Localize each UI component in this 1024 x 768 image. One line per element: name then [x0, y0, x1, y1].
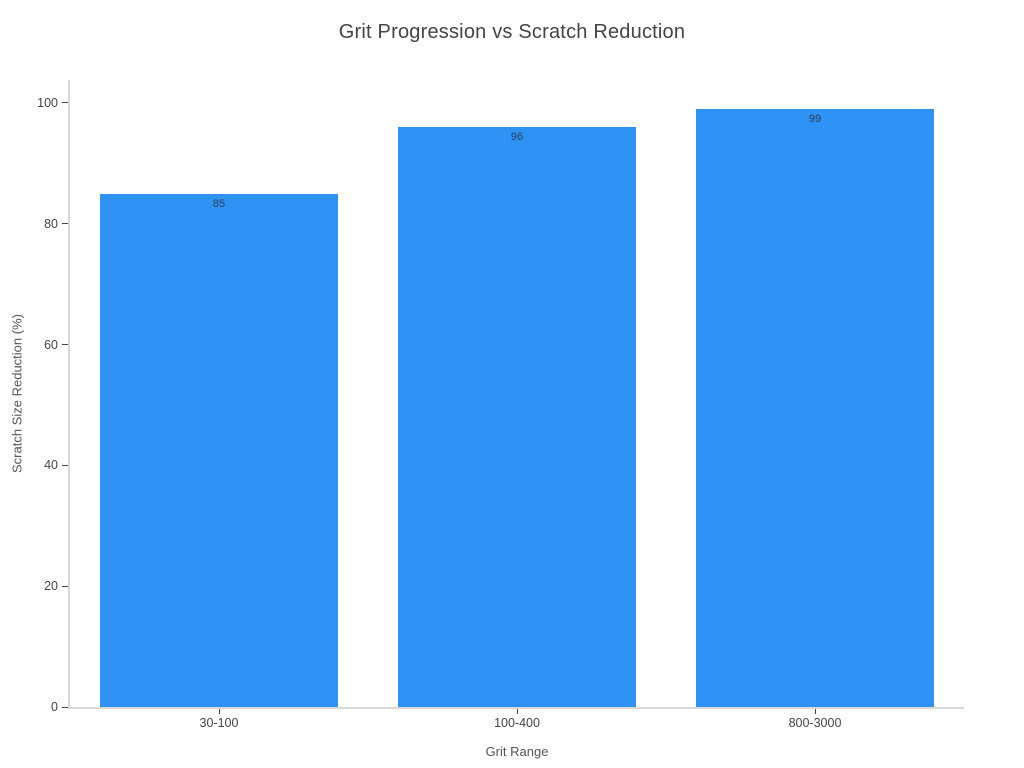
- x-tick-label: 30-100: [199, 716, 239, 730]
- chart-title: Grit Progression vs Scratch Reduction: [338, 21, 686, 43]
- bar: 85: [100, 194, 338, 707]
- y-tick-mark: [62, 464, 68, 466]
- y-tick-label: 20: [44, 579, 58, 594]
- y-tick-label: 40: [44, 458, 58, 473]
- y-tick-label: 100: [37, 95, 58, 110]
- y-tick-mark: [62, 223, 68, 225]
- y-tick-label: 60: [44, 337, 58, 352]
- x-axis-title: Grit Range: [485, 744, 549, 759]
- x-tick-mark: [218, 709, 220, 714]
- y-tick-mark: [62, 102, 68, 104]
- bar-value-label: 85: [212, 198, 226, 210]
- bar-value-label: 99: [808, 113, 822, 125]
- y-tick-mark: [62, 585, 68, 587]
- x-axis-line: [68, 707, 964, 709]
- y-tick-label: 80: [44, 216, 58, 231]
- y-tick-mark: [62, 344, 68, 346]
- x-tick-mark: [516, 709, 518, 714]
- x-tick-label: 100-400: [494, 716, 540, 730]
- x-tick-label: 800-3000: [788, 716, 842, 730]
- y-axis-line: [68, 80, 70, 709]
- bar: 99: [696, 109, 934, 707]
- y-tick-mark: [62, 706, 68, 708]
- y-tick-label: 0: [51, 700, 58, 714]
- bar-value-label: 96: [510, 131, 524, 143]
- bar: 96: [398, 127, 636, 707]
- x-tick-mark: [814, 709, 816, 714]
